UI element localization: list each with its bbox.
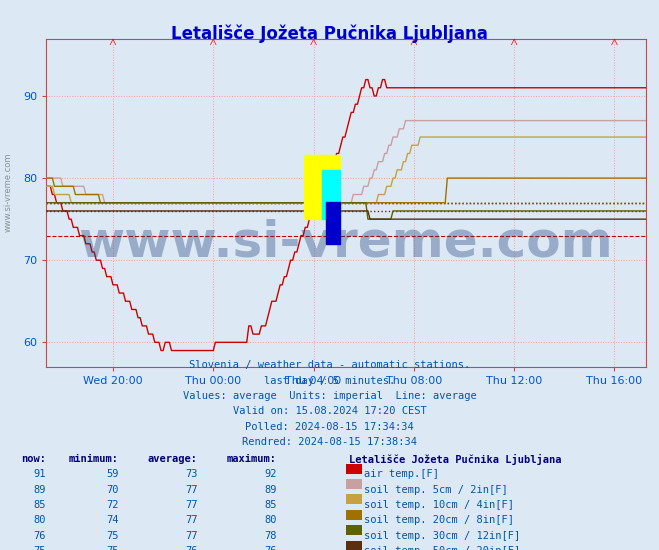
Text: now:: now: [21,454,46,464]
Text: 89: 89 [34,485,46,494]
Text: 70: 70 [106,485,119,494]
Text: 59: 59 [106,469,119,479]
Text: soil temp. 5cm / 2in[F]: soil temp. 5cm / 2in[F] [364,485,508,494]
Text: Rendred: 2024-08-15 17:38:34: Rendred: 2024-08-15 17:38:34 [242,437,417,447]
Text: www.si-vreme.com: www.si-vreme.com [78,218,614,266]
Text: Slovenia / weather data - automatic stations.: Slovenia / weather data - automatic stat… [189,360,470,370]
Text: www.si-vreme.com: www.si-vreme.com [3,153,13,232]
Text: soil temp. 50cm / 20in[F]: soil temp. 50cm / 20in[F] [364,546,521,550]
Text: 72: 72 [106,500,119,510]
Text: 77: 77 [185,515,198,525]
Text: Letališče Jožeta Pučnika Ljubljana: Letališče Jožeta Pučnika Ljubljana [349,454,561,465]
Text: 85: 85 [34,500,46,510]
Text: Values: average  Units: imperial  Line: average: Values: average Units: imperial Line: av… [183,391,476,401]
Text: 76: 76 [185,546,198,550]
FancyBboxPatch shape [326,202,340,244]
Text: air temp.[F]: air temp.[F] [364,469,440,479]
Text: average:: average: [148,454,198,464]
Text: 85: 85 [264,500,277,510]
Text: 80: 80 [264,515,277,525]
Text: maximum:: maximum: [227,454,277,464]
Text: Valid on: 15.08.2024 17:20 CEST: Valid on: 15.08.2024 17:20 CEST [233,406,426,416]
Text: 76: 76 [34,531,46,541]
Text: 92: 92 [264,469,277,479]
FancyBboxPatch shape [322,170,340,219]
Text: 75: 75 [34,546,46,550]
Text: 77: 77 [185,531,198,541]
Text: 91: 91 [34,469,46,479]
FancyBboxPatch shape [304,155,340,219]
Text: 78: 78 [264,531,277,541]
Text: soil temp. 10cm / 4in[F]: soil temp. 10cm / 4in[F] [364,500,515,510]
Text: Letališče Jožeta Pučnika Ljubljana: Letališče Jožeta Pučnika Ljubljana [171,25,488,43]
Text: 76: 76 [264,546,277,550]
Text: last day / 5 minutes.: last day / 5 minutes. [264,376,395,386]
Text: 75: 75 [106,531,119,541]
Text: soil temp. 20cm / 8in[F]: soil temp. 20cm / 8in[F] [364,515,515,525]
Text: soil temp. 30cm / 12in[F]: soil temp. 30cm / 12in[F] [364,531,521,541]
Text: 80: 80 [34,515,46,525]
Text: 75: 75 [106,546,119,550]
Text: 74: 74 [106,515,119,525]
Text: minimum:: minimum: [69,454,119,464]
Text: 89: 89 [264,485,277,494]
Text: Polled: 2024-08-15 17:34:34: Polled: 2024-08-15 17:34:34 [245,422,414,432]
Text: 77: 77 [185,500,198,510]
Text: 77: 77 [185,485,198,494]
Text: 73: 73 [185,469,198,479]
